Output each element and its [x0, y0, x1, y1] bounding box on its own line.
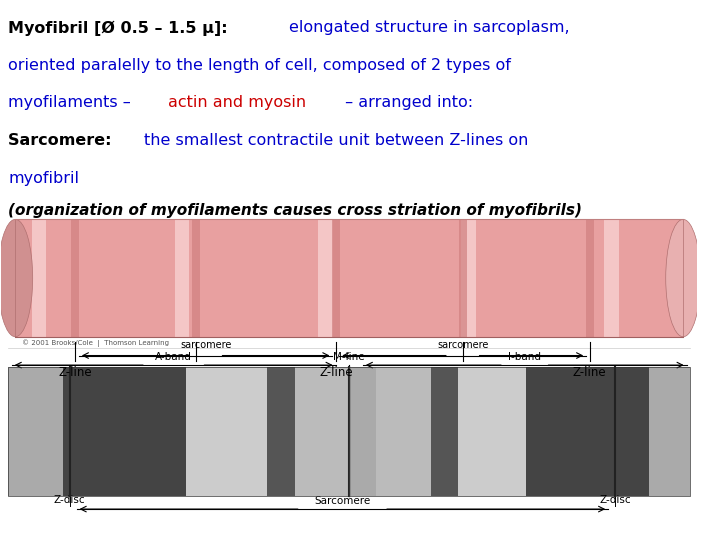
FancyBboxPatch shape: [15, 219, 683, 337]
Text: A-band: A-band: [156, 353, 192, 362]
Bar: [63, 367, 186, 496]
Bar: [332, 219, 340, 337]
Bar: [649, 367, 690, 496]
Bar: [271, 219, 285, 337]
Text: oriented paralelly to the length of cell, composed of 2 types of: oriented paralelly to the length of cell…: [9, 58, 511, 73]
Text: Z-disc: Z-disc: [599, 495, 631, 505]
Text: elongated structure in sarcoplasm,: elongated structure in sarcoplasm,: [289, 20, 570, 35]
Text: actin and myosin: actin and myosin: [168, 96, 306, 110]
Bar: [318, 219, 333, 337]
Bar: [349, 367, 377, 496]
Text: Z-line: Z-line: [319, 366, 353, 379]
Text: © 2001 Brooks/Cole  |  Thomson Learning: © 2001 Brooks/Cole | Thomson Learning: [22, 340, 169, 347]
Text: sarcomere: sarcomere: [180, 340, 231, 350]
Text: the smallest contractile unit between Z-lines on: the smallest contractile unit between Z-…: [145, 133, 528, 148]
Bar: [71, 219, 79, 337]
Text: – arranged into:: – arranged into:: [340, 96, 473, 110]
Bar: [557, 219, 571, 337]
Bar: [377, 367, 431, 496]
Bar: [9, 367, 63, 496]
Text: Z-line: Z-line: [573, 366, 606, 379]
Ellipse shape: [666, 219, 701, 337]
Bar: [127, 219, 142, 337]
Text: Myofibril [Ø 0.5 – 1.5 μ]:: Myofibril [Ø 0.5 – 1.5 μ]:: [9, 20, 233, 36]
Bar: [413, 219, 428, 337]
Bar: [604, 219, 618, 337]
Text: Sarcomere: Sarcomere: [314, 496, 371, 507]
Ellipse shape: [0, 219, 32, 337]
Bar: [526, 367, 649, 496]
Bar: [462, 219, 476, 337]
Bar: [267, 367, 294, 496]
Text: sarcomere: sarcomere: [437, 340, 488, 350]
Text: M-line: M-line: [333, 353, 365, 362]
Bar: [459, 367, 526, 496]
Bar: [175, 219, 189, 337]
Bar: [459, 219, 467, 337]
Text: (organization of myofilaments causes cross striation of myofibrils): (organization of myofilaments causes cro…: [9, 203, 582, 218]
Text: I-band: I-band: [508, 353, 541, 362]
Text: Sarcomere:: Sarcomere:: [9, 133, 117, 148]
Bar: [509, 219, 523, 337]
Bar: [652, 219, 667, 337]
FancyBboxPatch shape: [9, 208, 690, 348]
Text: myofilaments –: myofilaments –: [9, 96, 136, 110]
Text: Z-line: Z-line: [58, 366, 92, 379]
Bar: [32, 219, 46, 337]
Bar: [192, 219, 199, 337]
Bar: [294, 367, 349, 496]
Bar: [585, 219, 593, 337]
Text: myofibril: myofibril: [9, 171, 79, 186]
Bar: [431, 367, 459, 496]
Bar: [366, 219, 380, 337]
Bar: [186, 367, 267, 496]
Bar: [222, 219, 237, 337]
Text: Z-disc: Z-disc: [54, 495, 86, 505]
Bar: [80, 219, 94, 337]
